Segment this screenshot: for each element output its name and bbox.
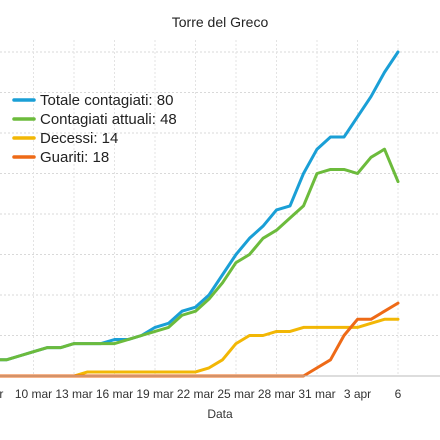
grid-lines — [0, 40, 440, 377]
legend-label: Totale contagiati: 80 — [40, 92, 173, 109]
x-tick-label: 3 apr — [344, 387, 371, 401]
x-tick-label: 16 mar — [96, 387, 133, 401]
x-tick-label: 25 mar — [217, 387, 254, 401]
legend: Totale contagiati: 80 Contagiati attuali:… — [12, 92, 177, 166]
x-tick-label: 28 mar — [258, 387, 295, 401]
x-tick-label: 13 mar — [55, 387, 92, 401]
x-tick-label: 22 mar — [177, 387, 214, 401]
x-axis-label: Data — [207, 407, 233, 421]
series-line-1 — [0, 147, 400, 362]
x-tick-label: 19 mar — [136, 387, 173, 401]
x-tick-label: mar — [0, 387, 3, 401]
x-tick-label: 31 mar — [298, 387, 335, 401]
legend-label: Guariti: 18 — [40, 149, 109, 166]
x-tick-label: 10 mar — [15, 387, 52, 401]
legend-label: Contagiati attuali: 48 — [40, 111, 177, 128]
legend-label: Decessi: 14 — [40, 130, 118, 147]
series-line-3 — [0, 301, 400, 378]
x-tick-label: 6 — [395, 387, 402, 401]
chart-title: Torre del Greco — [172, 14, 269, 30]
